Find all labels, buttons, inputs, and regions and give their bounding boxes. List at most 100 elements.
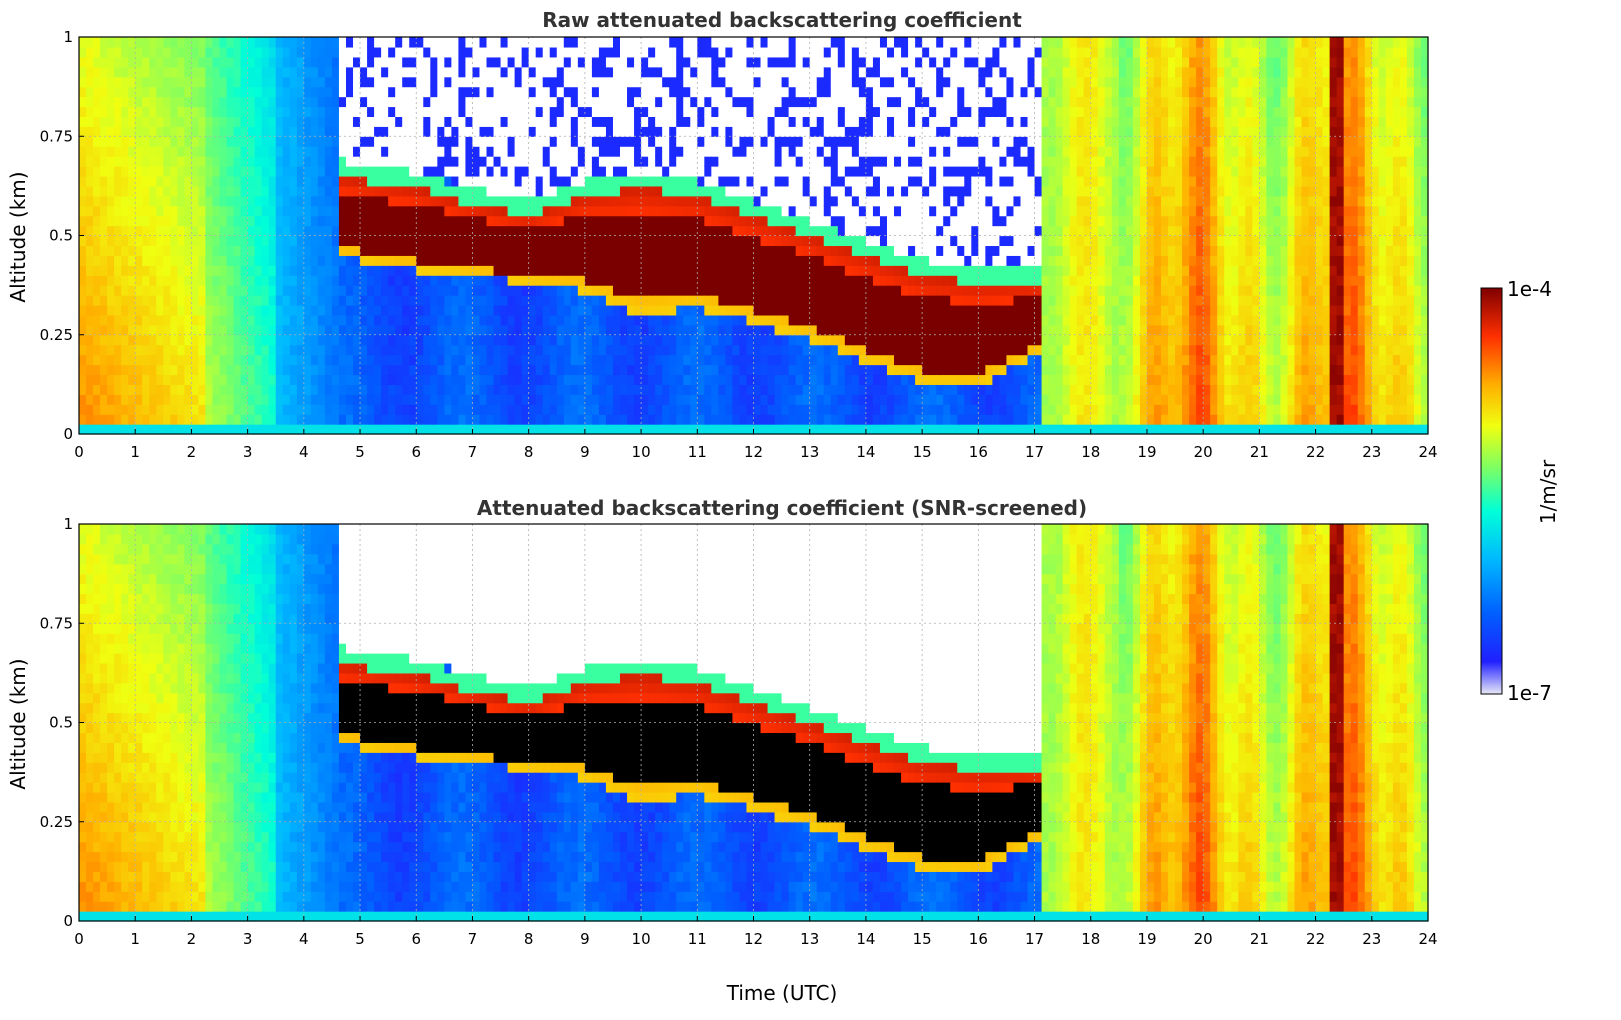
heatmap-cell (851, 86, 860, 98)
heatmap-cell (289, 96, 298, 108)
heatmap-cell (275, 245, 284, 256)
heatmap-cell (641, 245, 649, 256)
heatmap-cell (943, 295, 951, 306)
heatmap-cell (198, 285, 207, 296)
heatmap-cell (282, 156, 291, 167)
heatmap-cell (212, 56, 221, 68)
heatmap-cell (563, 295, 572, 306)
heatmap-cell (858, 66, 867, 78)
heatmap-cell (184, 255, 193, 266)
heatmap-cell (86, 275, 94, 286)
heatmap-cell (135, 414, 143, 425)
heatmap-cell (310, 245, 319, 256)
heatmap-cell (310, 195, 319, 207)
heatmap-cell (381, 275, 389, 286)
heatmap-cell (915, 275, 923, 286)
heatmap-cell (324, 195, 333, 207)
heatmap-cell (79, 126, 87, 137)
heatmap-cell (760, 364, 769, 376)
heatmap-cell (184, 156, 193, 167)
heatmap-cell (760, 245, 769, 256)
heatmap-cell (360, 66, 368, 78)
heatmap-cell (430, 354, 438, 366)
heatmap-cell (86, 245, 94, 256)
heatmap-cell (872, 404, 881, 415)
heatmap-cell (872, 364, 881, 376)
heatmap-cell (303, 225, 312, 237)
heatmap-cell (331, 166, 340, 177)
heatmap-cell (690, 245, 698, 256)
heatmap-cell (690, 314, 698, 326)
heatmap-cell (79, 324, 87, 336)
heatmap-cell (100, 116, 108, 127)
heatmap-cell (641, 106, 649, 117)
heatmap-cell (324, 205, 333, 217)
heatmap-cell (212, 334, 221, 346)
heatmap-cell (107, 146, 115, 157)
heatmap-cell (247, 56, 256, 68)
heatmap-cell (205, 245, 214, 256)
heatmap-cell (507, 265, 516, 276)
heatmap-cell (872, 166, 881, 177)
heatmap-cell (388, 314, 396, 326)
heatmap-cell (79, 354, 87, 366)
heatmap-cell (528, 295, 537, 306)
heatmap-cell (711, 295, 719, 306)
heatmap-cell (901, 275, 909, 286)
heatmap-cell (219, 235, 228, 247)
heatmap-cell (388, 126, 396, 137)
heatmap-cell (837, 384, 846, 395)
heatmap-cell (584, 175, 593, 187)
heatmap-cell (739, 126, 748, 137)
heatmap-cell (753, 225, 762, 237)
heatmap-cell (753, 195, 762, 207)
heatmap-cell (627, 275, 635, 286)
heatmap-cell (732, 235, 741, 247)
heatmap-cell (205, 166, 214, 177)
heatmap-cell (950, 235, 958, 247)
heatmap-cell (360, 394, 368, 405)
heatmap-cell (226, 86, 235, 98)
heatmap-cell (830, 245, 839, 256)
heatmap-cell (535, 136, 544, 147)
heatmap-cell (324, 324, 333, 336)
heatmap-cell (535, 245, 544, 256)
heatmap-cell (908, 344, 916, 356)
heatmap-cell (93, 374, 101, 385)
heatmap-cell (261, 245, 270, 256)
heatmap-cell (268, 324, 277, 336)
heatmap-cell (844, 156, 853, 167)
heatmap-cell (135, 265, 143, 276)
heatmap-cell (669, 166, 677, 177)
heatmap-cell (556, 295, 565, 306)
heatmap-cell (795, 394, 804, 405)
heatmap-cell (802, 394, 811, 405)
heatmap-cell (788, 265, 797, 276)
heatmap-cell (795, 404, 804, 415)
heatmap-cell (577, 106, 586, 117)
heatmap-cell (690, 215, 698, 227)
heatmap-cell (936, 126, 944, 137)
heatmap-cell (542, 314, 551, 326)
heatmap-cell (936, 175, 944, 187)
heatmap-cell (598, 185, 607, 197)
heatmap-cell (556, 424, 565, 435)
heatmap-cell (950, 314, 958, 326)
heatmap-cell (156, 394, 164, 405)
heatmap-cell (851, 126, 860, 137)
heatmap-cell (886, 215, 895, 227)
heatmap-cell (641, 86, 649, 98)
heatmap-cell (423, 334, 431, 346)
heatmap-cell (528, 86, 537, 98)
heatmap-cell (121, 384, 129, 395)
heatmap-cell (641, 384, 649, 395)
heatmap-cell (570, 175, 579, 187)
heatmap-cell (851, 295, 860, 306)
heatmap-cell (486, 384, 495, 395)
heatmap-cell (901, 354, 909, 366)
heatmap-cell (353, 394, 361, 405)
heatmap-cell (641, 156, 649, 167)
heatmap-cell (233, 116, 242, 127)
heatmap-cell (676, 344, 684, 356)
heatmap-cell (879, 255, 888, 266)
